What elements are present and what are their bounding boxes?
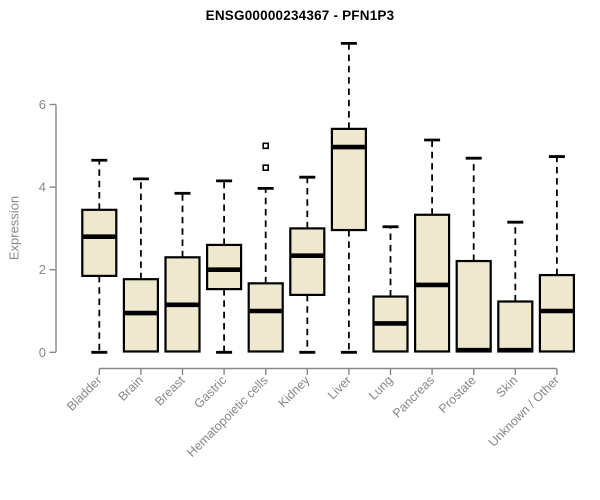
box-rect bbox=[289, 227, 326, 296]
box-rect bbox=[497, 300, 534, 353]
box-rect bbox=[247, 282, 284, 353]
x-tick-label: Prostate bbox=[436, 373, 479, 416]
x-tick-label: Hematopoietic cells bbox=[184, 373, 271, 460]
x-tick-label: Bladder bbox=[64, 373, 104, 413]
x-tick-label: Lung bbox=[366, 373, 396, 403]
box-rect bbox=[330, 127, 367, 232]
box-rect bbox=[455, 259, 492, 353]
y-tick-label: 6 bbox=[39, 97, 46, 112]
x-tick-label: Kidney bbox=[275, 373, 312, 410]
y-tick-label: 0 bbox=[39, 345, 46, 360]
y-tick-label: 2 bbox=[39, 262, 46, 277]
chart-title: ENSG00000234367 - PFN1P3 bbox=[205, 8, 395, 23]
outlier-point bbox=[262, 142, 270, 150]
x-tick-label: Liver bbox=[325, 373, 354, 402]
x-tick-label: Skin bbox=[493, 373, 520, 400]
x-tick-label: Breast bbox=[152, 373, 188, 409]
box-rect bbox=[206, 243, 243, 291]
x-tick-label: Unknown / Other bbox=[486, 373, 562, 449]
outlier-point bbox=[262, 164, 270, 171]
x-tick-label: Pancreas bbox=[390, 373, 437, 420]
x-tick-label: Brain bbox=[115, 373, 146, 404]
x-tick-label: Gastric bbox=[191, 373, 229, 411]
y-tick-label: 4 bbox=[39, 180, 46, 195]
box-rect bbox=[81, 208, 118, 277]
